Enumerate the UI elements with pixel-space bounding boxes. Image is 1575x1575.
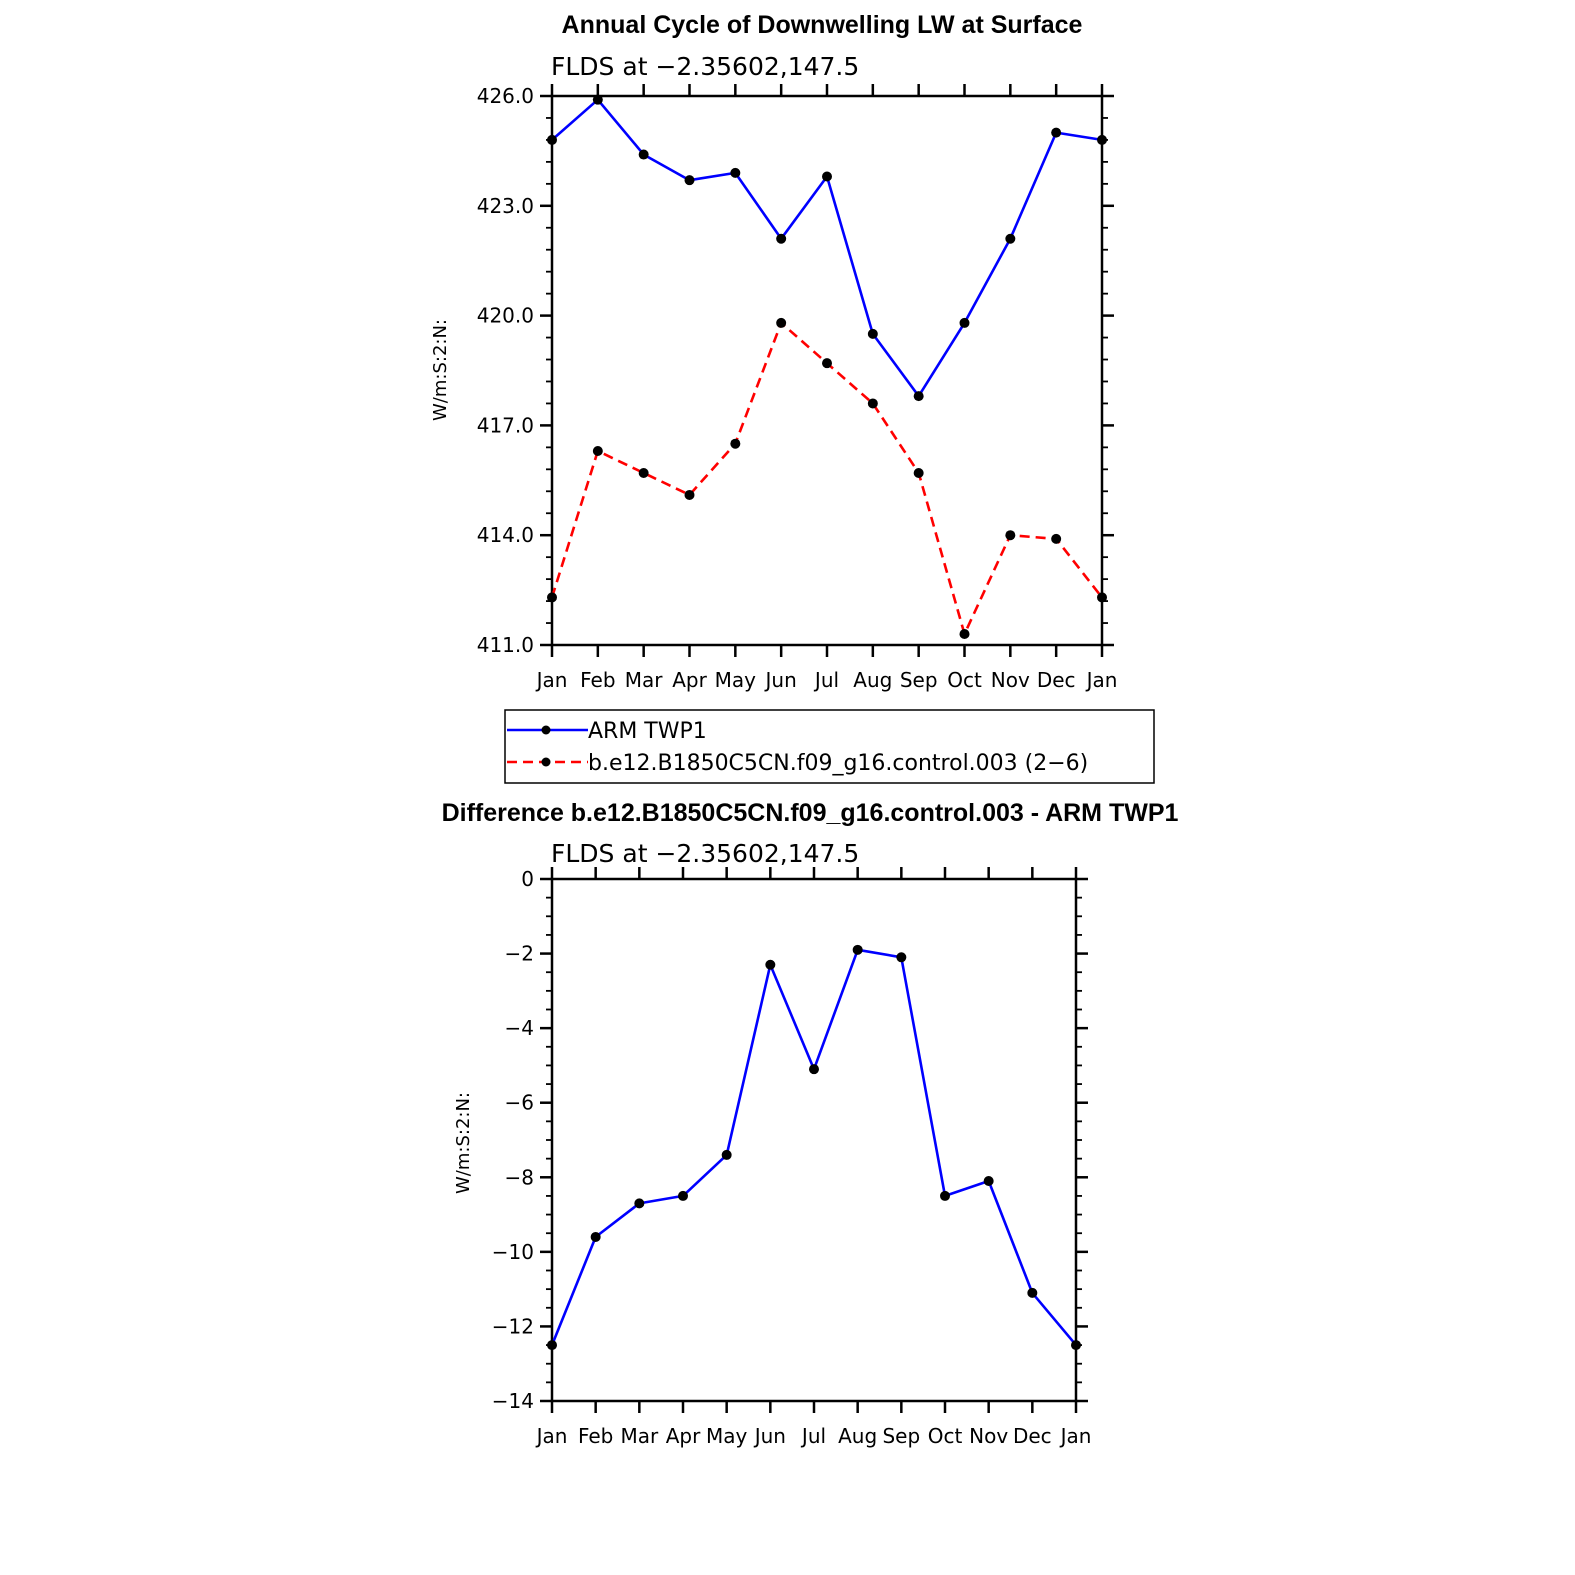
chart2-series-0-point: [634, 1198, 645, 1209]
chart1-title: Annual Cycle of Downwelling LW at Surfac…: [562, 11, 1083, 39]
chart2-series-0-line: [550, 948, 1077, 1346]
chart2-series-0-point: [1071, 1340, 1081, 1351]
chart1-series-0-point: [592, 94, 603, 105]
chart2-xtick-label: Oct: [928, 1424, 963, 1448]
legend-marker-arm: [541, 725, 551, 735]
chart1-xtick-label: Apr: [672, 668, 707, 692]
chart1-series-0-line: [551, 98, 1103, 398]
chart1-series-0-point: [822, 171, 832, 182]
chart1-xtick-label: Sep: [900, 668, 938, 692]
chart2-series-0-point: [1027, 1287, 1038, 1298]
chart1-xtick-label: Oct: [947, 668, 982, 692]
chart1-series-0-point: [638, 149, 649, 160]
chart2-ytick-label: −4: [505, 1016, 534, 1040]
chart1-xtick-label: May: [715, 668, 757, 692]
chart1-plot: 411.0 414.0 417.0 420.0 423.0 426.0 Jan Feb Mar A…: [477, 84, 1118, 692]
chart1-xtick-label: Jan: [535, 668, 568, 692]
chart2-xtick-label: Mar: [620, 1424, 659, 1448]
chart1-series-1-point: [684, 489, 695, 500]
chart1-series-0-point: [867, 328, 878, 339]
chart2-series-0-point: [896, 952, 907, 963]
chart2-frame: [550, 877, 1078, 1403]
chart1-legend: ARM TWP1 b.e12.B1850C5CN.f09_g16.control…: [504, 709, 1155, 784]
chart2-ytick-label: −14: [492, 1389, 534, 1413]
chart2-series-0-point: [940, 1190, 950, 1201]
chart1-series-0-point: [1097, 134, 1107, 145]
chart2-xtick-label: Jan: [535, 1424, 568, 1448]
chart2-series-0-point: [852, 944, 863, 955]
chart1-series-0-point: [959, 317, 970, 328]
chart1-xtick-label: Jan: [1085, 668, 1118, 692]
chart2-ytick-label: −2: [505, 942, 534, 966]
chart1-series-0-point: [547, 134, 557, 145]
chart1-ylabel: W/m:S:2:N:: [430, 319, 451, 421]
chart1-xtick-label: Jun: [764, 668, 797, 692]
chart1-series-1-point: [638, 467, 649, 478]
chart1-series-1-line: [550, 321, 1104, 636]
legend-label-arm: ARM TWP1: [588, 719, 707, 744]
chart1-xtick-label: Aug: [853, 668, 892, 692]
chart2-series-0-point: [983, 1176, 994, 1187]
chart1-series-1-point: [1097, 592, 1107, 603]
chart2-xtick-label: Jul: [800, 1424, 826, 1448]
chart1-series-1-point: [776, 317, 787, 328]
chart2-series-0-point: [547, 1340, 557, 1351]
chart1-series-0-point: [730, 167, 741, 178]
chart1-series-0-point: [1005, 233, 1016, 244]
chart2-series-0-point: [809, 1064, 819, 1075]
chart2-title: Difference b.e12.B1850C5CN.f09_g16.contr…: [442, 799, 1179, 827]
chart1-ytick-label: 411.0: [477, 633, 534, 657]
chart1-xtick-label: Dec: [1037, 668, 1076, 692]
chart1-ytick-label: 414.0: [477, 523, 534, 547]
chart2-series-0-point: [765, 959, 776, 970]
chart2-series-0-point: [678, 1190, 688, 1201]
chart2-xtick-label: Jun: [753, 1424, 786, 1448]
legend-box: [504, 709, 1155, 784]
chart2-xtick-label: Jan: [1059, 1424, 1092, 1448]
chart1-ytick-label: 417.0: [477, 413, 534, 437]
chart2-xtick-label: Feb: [578, 1424, 613, 1448]
chart1-series-1-point: [730, 438, 741, 449]
chart2-xtick-label: Aug: [838, 1424, 877, 1448]
chart2-ytick-label: −6: [505, 1091, 534, 1115]
chart1-series-1-point: [959, 629, 970, 640]
chart2-ytick-label: −8: [505, 1165, 534, 1189]
chart1-series-1-point: [1051, 533, 1062, 544]
chart1-series-1-point: [547, 592, 557, 603]
chart2-subtitle: FLDS at −2.35602,147.5: [551, 839, 859, 868]
chart2-xtick-label: May: [706, 1424, 748, 1448]
chart2-plot: −14 −12 −10 −8 −6 −4 −2 0 Jan Feb Mar Apr May Jun Jul A…: [492, 867, 1092, 1448]
chart2-series-0-point: [721, 1149, 732, 1160]
chart1-ytick-label: 426.0: [477, 84, 534, 108]
chart2-xtick-label: Sep: [882, 1424, 920, 1448]
chart1-subtitle: FLDS at −2.35602,147.5: [551, 52, 859, 81]
chart2-xtick-label: Apr: [666, 1424, 701, 1448]
chart2-xtick-label: Dec: [1013, 1424, 1052, 1448]
chart1-xtick-label: Feb: [580, 668, 615, 692]
chart1-xtick-label: Nov: [991, 668, 1030, 692]
legend-label-model: b.e12.B1850C5CN.f09_g16.control.003 (2−6…: [588, 751, 1088, 776]
legend-marker-model: [541, 757, 551, 767]
chart1-series-0-point: [913, 391, 924, 402]
chart2-ytick-label: −12: [492, 1314, 534, 1338]
chart1-series-1-point: [913, 467, 924, 478]
chart2-ytick-label: 0: [521, 867, 534, 891]
chart1-series-1-point: [867, 398, 878, 409]
chart2-xtick-label: Nov: [969, 1424, 1008, 1448]
chart1-series-1-point: [822, 358, 832, 369]
chart1-xtick-label: Jul: [813, 668, 839, 692]
chart1-series-0-point: [684, 175, 695, 186]
chart1-series-1-point: [1005, 530, 1016, 541]
chart1-ytick-label: 420.0: [477, 304, 534, 328]
chart1-series-0-point: [776, 233, 787, 244]
chart2-ylabel: W/m:S:2:N:: [453, 1092, 474, 1194]
chart1-ytick-label: 423.0: [477, 194, 534, 218]
chart1-xtick-label: Mar: [625, 668, 664, 692]
chart2-series-0-point: [590, 1231, 601, 1242]
chart2-ytick-label: −10: [492, 1240, 534, 1264]
chart1-series-1-point: [592, 446, 603, 457]
chart1-series-0-point: [1051, 127, 1062, 138]
